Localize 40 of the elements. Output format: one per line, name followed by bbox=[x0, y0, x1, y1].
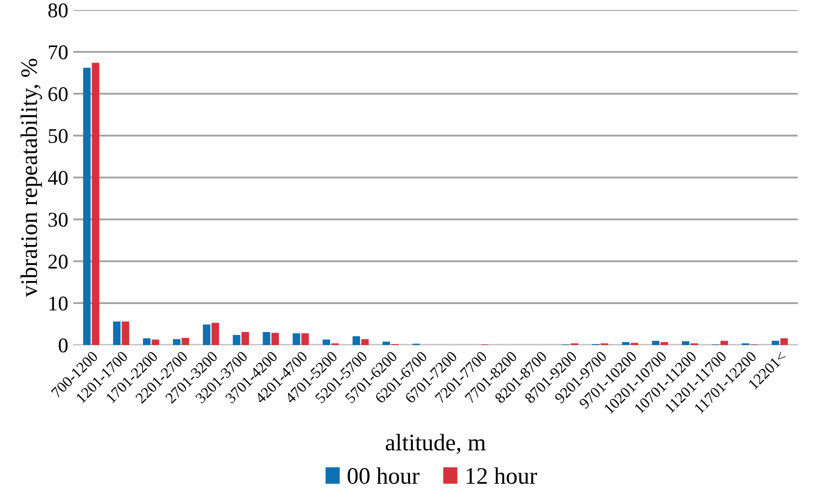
bar bbox=[242, 332, 249, 345]
y-tick-label: 40 bbox=[48, 170, 68, 185]
bar bbox=[143, 338, 150, 345]
legend-label: 12 hour bbox=[466, 467, 538, 484]
bar bbox=[262, 332, 270, 345]
bar bbox=[301, 333, 309, 345]
bar bbox=[152, 340, 160, 345]
y-tick-label: 60 bbox=[48, 87, 68, 102]
bar bbox=[361, 339, 369, 345]
bar bbox=[92, 62, 100, 345]
y-axis-title: vibration repeatability, % bbox=[20, 58, 42, 298]
y-tick-label: 70 bbox=[48, 45, 68, 60]
bar bbox=[202, 324, 210, 345]
legend-label: 00 hour bbox=[348, 467, 420, 484]
y-tick-label: 0 bbox=[58, 338, 68, 352]
y-tick-label: 20 bbox=[48, 254, 68, 269]
bar bbox=[212, 322, 220, 345]
bar bbox=[660, 342, 668, 345]
bar bbox=[83, 68, 91, 345]
y-tick-label: 30 bbox=[48, 212, 68, 227]
bar bbox=[113, 322, 121, 345]
y-tick-label: 50 bbox=[48, 129, 68, 144]
bar bbox=[682, 341, 690, 345]
bar bbox=[271, 332, 279, 345]
bar bbox=[652, 340, 660, 345]
y-tick-label: 80 bbox=[48, 3, 68, 18]
bar bbox=[182, 338, 190, 345]
bar bbox=[232, 334, 240, 345]
bar bbox=[622, 342, 630, 345]
y-tick-label: 10 bbox=[49, 296, 68, 311]
bar bbox=[172, 339, 180, 345]
bar bbox=[772, 340, 780, 345]
bar bbox=[720, 340, 728, 345]
bar bbox=[122, 322, 130, 345]
bar bbox=[780, 338, 788, 345]
bar bbox=[322, 340, 330, 345]
bar bbox=[382, 342, 390, 345]
bar bbox=[352, 336, 360, 345]
bar bbox=[292, 333, 300, 345]
x-axis-title: altitude, m bbox=[386, 434, 486, 454]
